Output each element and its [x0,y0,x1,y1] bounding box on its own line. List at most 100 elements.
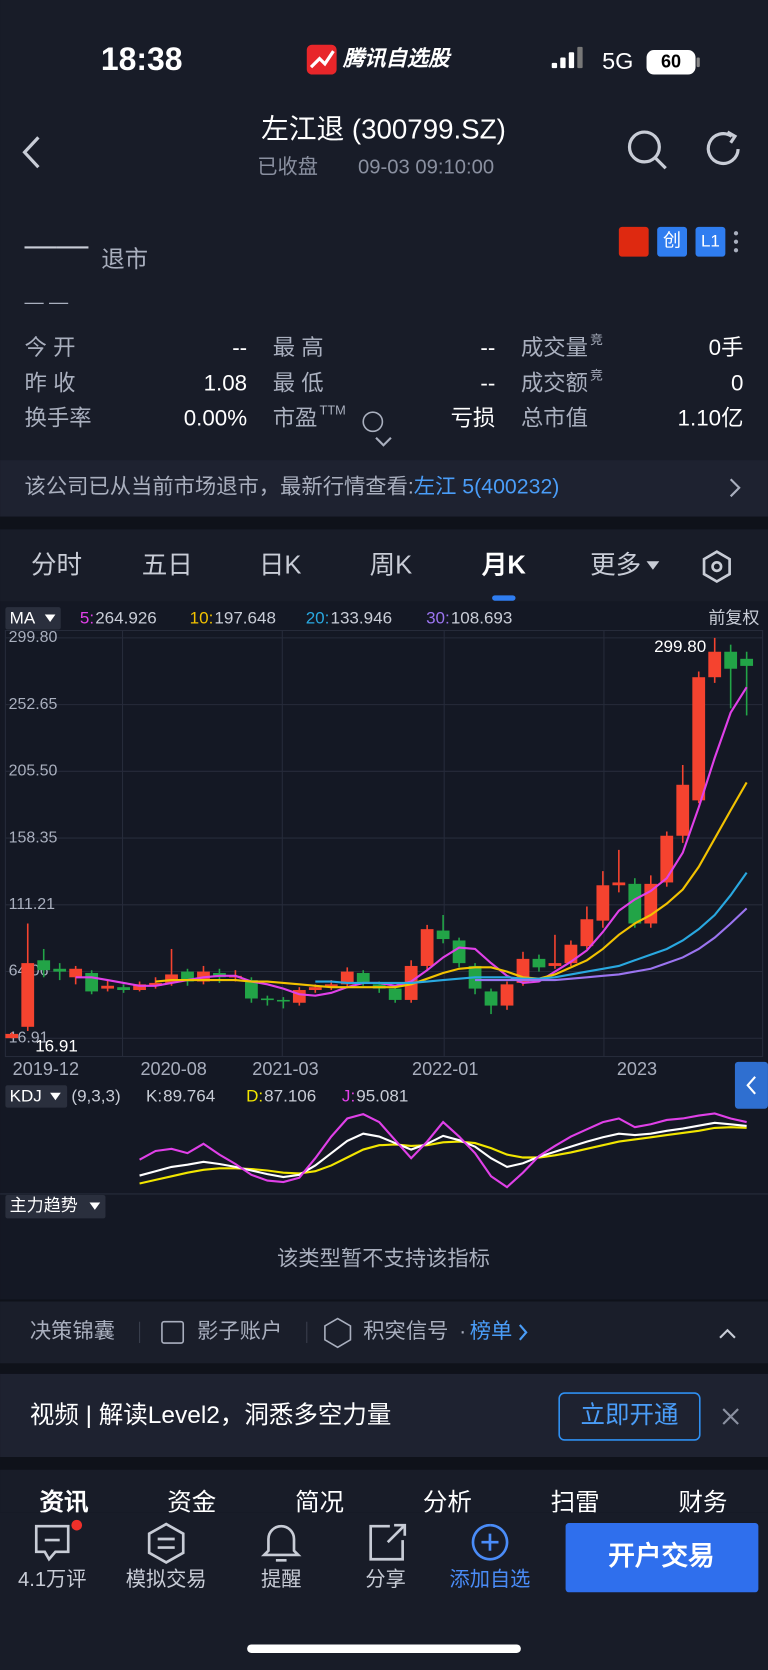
legend-value: 95.081 [356,1087,408,1106]
candle-body [260,998,274,1001]
toolbar-item[interactable]: 积突信号 [363,1319,448,1343]
network: 5G [602,48,633,74]
battery-level: 60 [661,52,681,72]
toolbar-link[interactable]: 榜单 [470,1319,513,1343]
candle-body [53,968,67,972]
stat-label-sup: TTM [320,402,346,417]
stat-value: 0.00% [184,406,248,431]
stat-value: 1.08 [204,370,248,395]
indicator-name[interactable]: 主力趋势 [10,1196,78,1215]
nav-item[interactable]: 分享 [365,1568,405,1591]
candle-body [612,882,626,886]
stat-value: 亏损 [451,406,496,431]
legend-key: 30: [426,608,450,627]
period-tab[interactable]: 更多 [590,551,641,579]
period-tab[interactable]: 分时 [31,551,82,579]
toolbar-link-arrow [518,1324,528,1341]
banner-button[interactable]: 立即开通 [581,1401,679,1429]
toolbar-item[interactable]: 决策锦囊 [30,1319,115,1343]
candle-body [484,991,498,1006]
collapse-toolbar[interactable] [719,1328,736,1339]
legend-key: 5: [80,608,94,627]
y-tick-label: 205.50 [9,763,58,780]
period-tab[interactable]: 周K [370,551,413,579]
indicator-name: MA [10,608,36,627]
section-tab[interactable]: 资讯 [39,1488,88,1516]
low-label: 16.91 [35,1036,78,1055]
stat-value: -- [232,335,247,360]
nav-item[interactable]: 添加自选 [450,1568,531,1591]
plot-frame [4,629,764,1058]
settings-button[interactable] [702,550,731,584]
candle-body [5,1033,19,1039]
nav-item[interactable]: 提醒 [261,1568,301,1591]
board-badge: 创 [663,231,681,251]
banner-close[interactable] [722,1408,739,1425]
candle-body [245,980,258,999]
more-dot [733,239,739,244]
notice-arrow [729,478,741,498]
adjust-mode[interactable]: 前复权 [708,608,759,627]
candle-body [101,985,115,989]
expand-chevron [375,436,392,447]
stat-label: 换手率 [25,406,92,431]
period-tab[interactable]: 五日 [142,551,193,579]
stat-value: 1.10亿 [678,406,744,431]
section-tab[interactable]: 简况 [295,1488,344,1516]
stat-label: 今 开 [25,335,76,360]
notification-dot [71,1519,83,1531]
candle-body [436,930,450,940]
battery-cap [696,57,700,68]
settings-dot [711,561,723,573]
search-button[interactable] [627,130,661,164]
candle-body [628,883,642,924]
back-button[interactable] [22,136,40,169]
nav-item[interactable]: 模拟交易 [126,1568,207,1591]
app-name: 腾讯自选股 [342,46,452,70]
status-time: 18:38 [101,41,183,77]
candle-body [276,999,290,1002]
y-tick-label: 16.91 [9,1029,49,1046]
banner-button-bg [558,1392,701,1441]
legend-key: D: [246,1087,263,1106]
period-tab[interactable]: 日K [259,551,302,579]
candle-body [596,885,610,921]
nav-item[interactable]: 4.1万评 [18,1569,87,1591]
market-flag [618,226,649,257]
notice-link[interactable]: 左江 5(400232) [414,474,560,498]
refresh-button[interactable] [706,130,740,166]
market-status: 已收盘 [257,156,318,179]
section-tab[interactable]: 资金 [167,1488,216,1516]
cta-button[interactable]: 开户交易 [608,1541,714,1571]
legend-value: 87.106 [264,1087,316,1106]
x-tick-label: 2021-03 [252,1059,318,1079]
indicator-chip [5,607,61,630]
home-indicator [247,1644,521,1653]
toolbar-item[interactable]: 影子账户 [197,1319,282,1343]
section-tab[interactable]: 扫雷 [551,1488,600,1516]
stat-label: 昨 收 [25,370,76,395]
candle-body [21,963,35,1027]
x-tick-label: 2020-08 [140,1059,206,1079]
y-tick-label: 158.35 [9,829,58,846]
level-badge: L1 [701,231,720,250]
legend-value: 197.648 [214,608,276,627]
nav-icon [34,1524,70,1562]
x-tick-label: 2022-01 [412,1059,478,1079]
candle-body [532,958,546,968]
more-caret [646,561,660,570]
toolbar-bg [0,1301,768,1364]
y-tick-label: 111.21 [9,896,56,913]
indicator-params: (9,3,3) [71,1087,120,1106]
section-tab[interactable]: 财务 [678,1488,727,1516]
level-badge-bg [695,226,726,257]
notice-bg [0,460,768,517]
period-tab[interactable]: 月K [481,551,527,579]
section-tab[interactable]: 分析 [423,1488,472,1516]
legend-value: 264.926 [95,608,157,627]
legend-key: 10: [190,608,214,627]
active-tab-indicator [492,595,516,601]
collapse-arrow[interactable] [746,1076,756,1095]
